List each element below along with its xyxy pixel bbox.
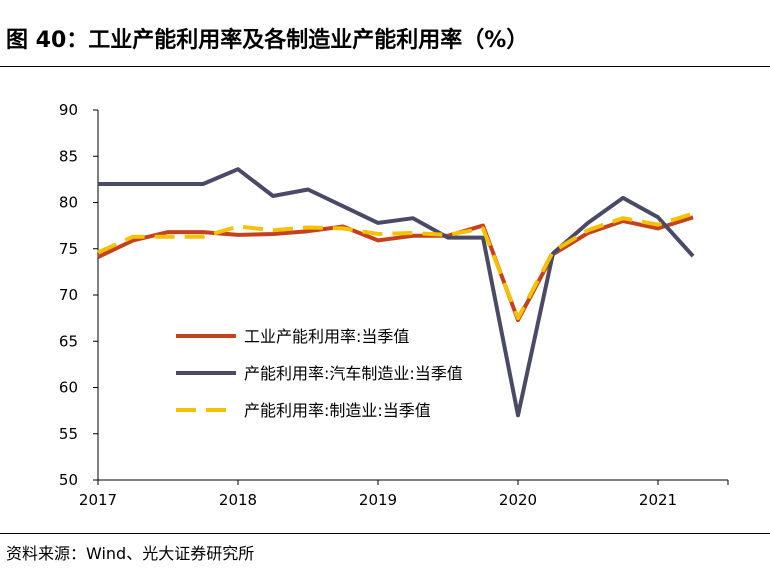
legend-label: 产能利用率:制造业:当季值 (244, 401, 431, 420)
y-tick-label: 60 (59, 379, 78, 397)
x-tick-label: 2019 (359, 491, 397, 509)
x-tick-label: 2017 (79, 491, 117, 509)
x-tick-label: 2021 (639, 491, 677, 509)
source-rule (0, 533, 770, 534)
title-rule (0, 66, 770, 67)
source-note: 资料来源：Wind、光大证券研究所 (6, 544, 255, 563)
x-tick-label: 2018 (219, 491, 257, 509)
y-tick-label: 90 (59, 101, 78, 119)
y-tick-label: 75 (59, 240, 78, 258)
y-tick-label: 80 (59, 194, 78, 212)
legend-label: 工业产能利用率:当季值 (244, 327, 409, 346)
chart-series (97, 167, 695, 418)
y-tick-label: 85 (59, 147, 78, 165)
chart-axes: 50 55 60 65 70 75 80 85 90 2017 2018 2019 2020 2021 (59, 101, 729, 509)
y-tick-label: 50 (59, 471, 78, 489)
y-tick-label: 55 (59, 425, 78, 443)
y-tick-label: 70 (59, 286, 78, 304)
series-line-1 (97, 215, 694, 322)
series-line-2 (98, 167, 695, 418)
chart-title: 图 40：工业产能利用率及各制造业产能利用率（%） (6, 28, 529, 53)
x-tick-label: 2020 (499, 491, 537, 509)
y-tick-label: 65 (59, 332, 78, 350)
legend-label: 产能利用率:汽车制造业:当季值 (244, 364, 463, 383)
series-line-3 (97, 211, 694, 321)
